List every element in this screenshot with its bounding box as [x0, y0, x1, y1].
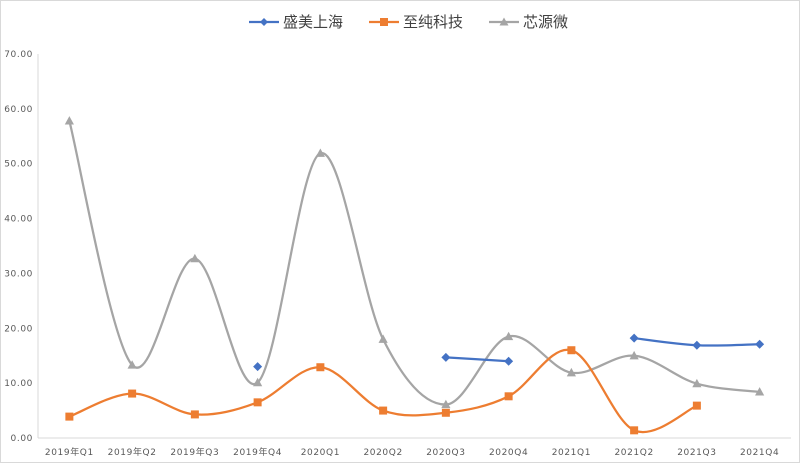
series-2-point-8 [566, 367, 576, 377]
y-tick-label-0: 0.00 [11, 434, 33, 444]
series-0-point-10 [692, 340, 702, 350]
y-tick-label-5: 50.00 [4, 160, 33, 170]
series-2-line-0 [68, 119, 761, 406]
y-tick-label-7: 70.00 [4, 50, 33, 60]
series-0-point-3 [253, 362, 263, 372]
series-1-point-2 [190, 410, 199, 419]
legend-marker-0 [249, 17, 279, 26]
series-0-point-7 [504, 356, 514, 366]
x-tick-label-4: 2020Q1 [301, 448, 340, 458]
series-1-point-6 [441, 408, 450, 417]
x-tick-label-1: 2019年Q2 [108, 446, 157, 458]
series-0-line-1 [444, 356, 510, 363]
legend-item-1[interactable]: 至纯科技 [369, 11, 463, 32]
series-0-point-9 [629, 333, 639, 343]
series-0-point-11 [755, 339, 765, 349]
legend-label-2: 芯源微 [523, 13, 569, 31]
y-tick-label-4: 40.00 [4, 215, 33, 225]
legend-marker-1 [369, 17, 400, 26]
series-2-point-0 [64, 116, 74, 125]
series-1-point-0 [65, 412, 74, 421]
series-1-point-4 [316, 363, 325, 372]
series-1-point-1 [128, 389, 137, 398]
series-1-point-10 [692, 401, 701, 410]
legend: 盛美上海 至纯科技 芯源微 [249, 11, 568, 32]
series-2-point-7 [504, 331, 514, 341]
series-1-point-8 [567, 346, 576, 355]
series-0-point-6 [441, 352, 451, 362]
legend-marker-2 [489, 17, 520, 25]
legend-label-0: 盛美上海 [283, 13, 344, 31]
x-tick-label-6: 2020Q3 [426, 448, 465, 458]
series-1-point-7 [504, 392, 513, 401]
x-tick-label-7: 2020Q4 [489, 448, 528, 458]
series-1-point-3 [253, 398, 262, 407]
series-2-point-10 [692, 378, 702, 388]
series-2-point-3 [253, 377, 263, 387]
series-2-point-9 [629, 350, 639, 360]
x-tick-label-11: 2021Q4 [740, 448, 779, 458]
x-tick-label-2: 2019年Q3 [170, 446, 219, 458]
x-tick-label-0: 2019年Q1 [45, 446, 94, 458]
series-2-point-6 [441, 399, 451, 409]
series-1-line-0 [68, 348, 698, 434]
y-tick-label-2: 20.00 [4, 324, 33, 334]
legend-item-0[interactable]: 盛美上海 [249, 11, 343, 32]
x-tick-label-10: 2021Q3 [677, 448, 716, 458]
legend-label-1: 至纯科技 [403, 13, 464, 31]
y-tick-label-1: 10.00 [4, 379, 33, 389]
series-2-point-1 [127, 360, 137, 369]
series-1-point-5 [379, 406, 388, 415]
x-tick-label-9: 2021Q2 [614, 448, 653, 458]
legend-item-2[interactable]: 芯源微 [489, 11, 568, 32]
series-2-point-11 [755, 387, 765, 396]
y-tick-label-3: 30.00 [4, 269, 33, 279]
y-tick-label-6: 60.00 [4, 105, 33, 115]
series-2-point-5 [378, 334, 388, 343]
x-tick-label-3: 2019年Q4 [233, 446, 282, 458]
series-2-point-2 [190, 253, 200, 263]
x-tick-label-5: 2020Q2 [363, 448, 402, 458]
x-tick-label-8: 2021Q1 [552, 448, 591, 458]
series-1-point-9 [630, 426, 639, 435]
series-2-point-4 [315, 148, 325, 157]
